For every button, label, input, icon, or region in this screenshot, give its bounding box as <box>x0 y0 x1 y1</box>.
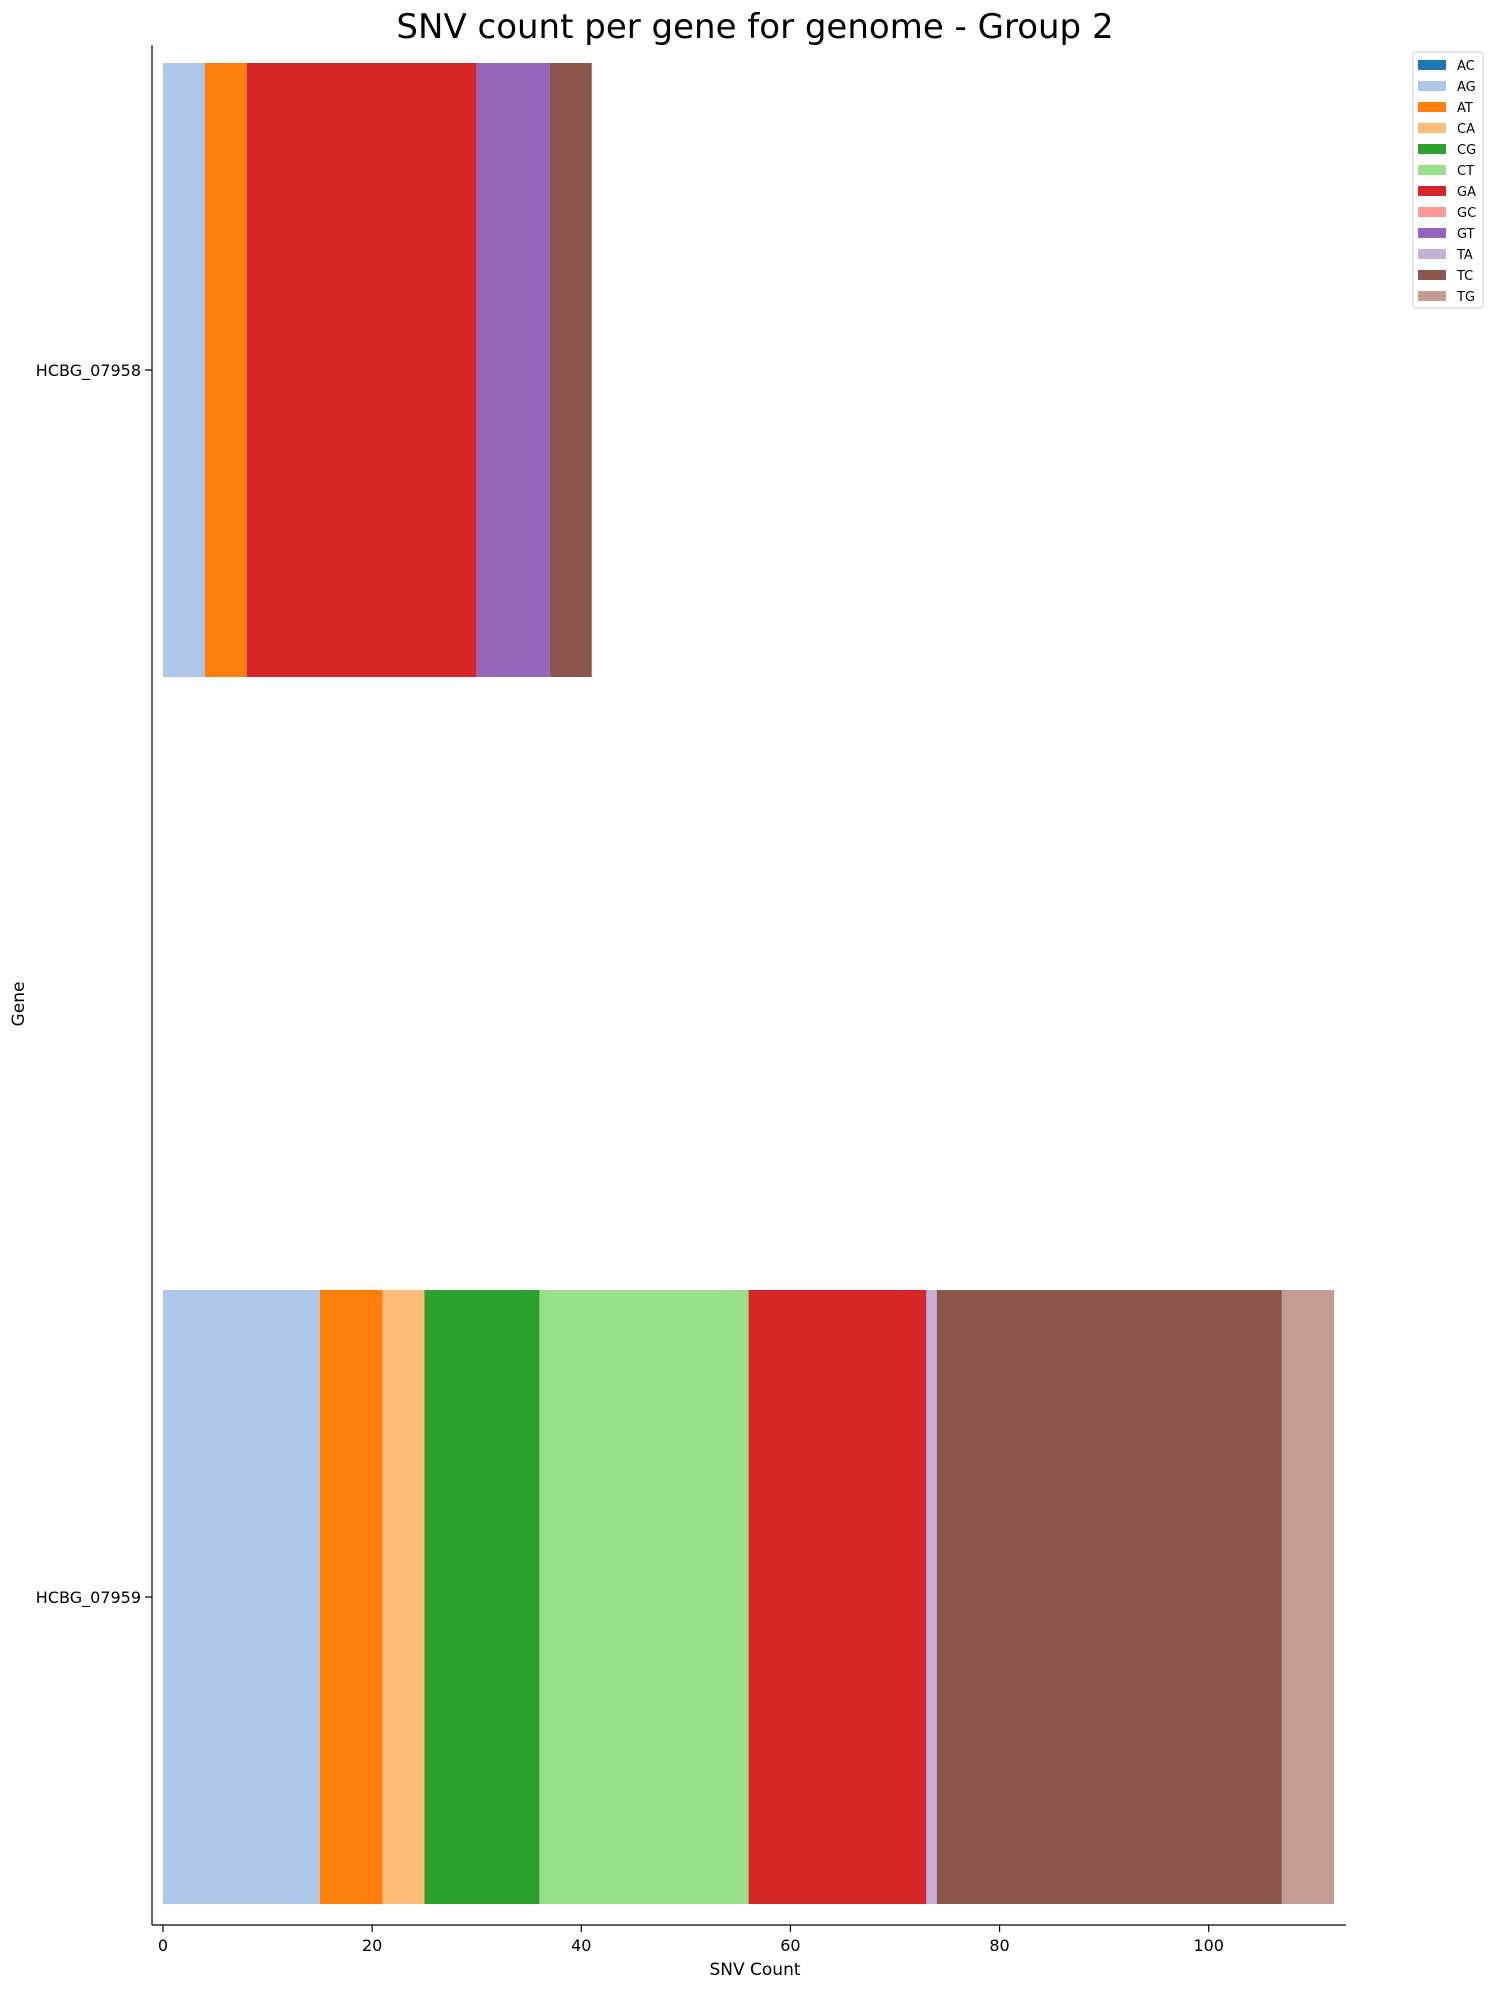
x-tick-label: 80 <box>989 1936 1009 1955</box>
legend-label-tc: TC <box>1456 269 1473 284</box>
bar-hcbg-07958-gt <box>476 63 550 677</box>
legend-label-ga: GA <box>1457 185 1476 200</box>
bars-group <box>163 63 1335 1904</box>
bar-hcbg-07959-at <box>319 1290 383 1904</box>
bar-hcbg-07958-at <box>204 63 247 677</box>
y-axis-label: Gene <box>9 982 29 1027</box>
legend-label-gc: GC <box>1457 206 1476 221</box>
legend-swatch-gt <box>1418 228 1446 238</box>
legend-swatch-ta <box>1418 249 1446 259</box>
y-tick-label: HCBG_07959 <box>36 1588 141 1608</box>
bar-hcbg-07959-ct <box>539 1290 749 1904</box>
x-tick-label: 60 <box>780 1936 800 1955</box>
legend-label-ag: AG <box>1457 80 1476 95</box>
legend-label-cg: CG <box>1457 143 1476 158</box>
bar-hcbg-07959-ta <box>926 1290 937 1904</box>
bar-hcbg-07959-tc <box>936 1290 1282 1904</box>
chart-title: SNV count per gene for genome - Group 2 <box>396 7 1113 47</box>
x-ticks-group: 0 20 40 60 80 100 <box>158 1925 1224 1955</box>
legend-swatch-tc <box>1418 270 1446 280</box>
bar-hcbg-07959-ca <box>382 1290 425 1904</box>
x-tick-label: 20 <box>362 1936 382 1955</box>
bar-hcbg-07959-ag <box>163 1290 320 1904</box>
bar-hcbg-07959-ga <box>748 1290 927 1904</box>
legend: AC AG AT CA CG CT GA GC GT TA TC TG <box>1412 51 1484 309</box>
y-ticks-group: HCBG_07958 HCBG_07959 <box>36 361 152 1608</box>
legend-swatch-tg <box>1418 291 1446 301</box>
legend-frame <box>1412 51 1484 309</box>
legend-swatch-ca <box>1418 123 1446 133</box>
bar-hcbg-07959-cg <box>424 1290 540 1904</box>
x-tick-label: 40 <box>571 1936 591 1955</box>
x-axis-label: SNV Count <box>709 1960 800 1980</box>
legend-swatch-ga <box>1418 186 1446 196</box>
legend-swatch-ag <box>1418 81 1446 91</box>
x-tick-label: 100 <box>1193 1936 1224 1955</box>
legend-swatch-ac <box>1418 60 1446 70</box>
legend-swatch-ct <box>1418 165 1446 175</box>
legend-swatch-gc <box>1418 207 1446 217</box>
bar-hcbg-07958-ga <box>246 63 477 677</box>
legend-label-ac: AC <box>1457 59 1475 74</box>
legend-swatch-at <box>1418 102 1446 112</box>
bar-hcbg-07958-ag <box>163 63 205 677</box>
legend-label-ta: TA <box>1456 248 1473 263</box>
x-tick-label: 0 <box>158 1936 168 1955</box>
legend-swatch-cg <box>1418 144 1446 154</box>
axes-group <box>151 45 1346 1926</box>
legend-label-gt: GT <box>1457 227 1475 242</box>
legend-label-tg: TG <box>1456 290 1475 305</box>
legend-label-ct: CT <box>1457 164 1474 179</box>
bar-hcbg-07958-tc <box>549 63 592 677</box>
bar-hcbg-07959-tg <box>1281 1290 1335 1904</box>
legend-label-ca: CA <box>1457 122 1475 137</box>
legend-label-at: AT <box>1457 101 1473 116</box>
y-tick-label: HCBG_07958 <box>36 361 141 381</box>
